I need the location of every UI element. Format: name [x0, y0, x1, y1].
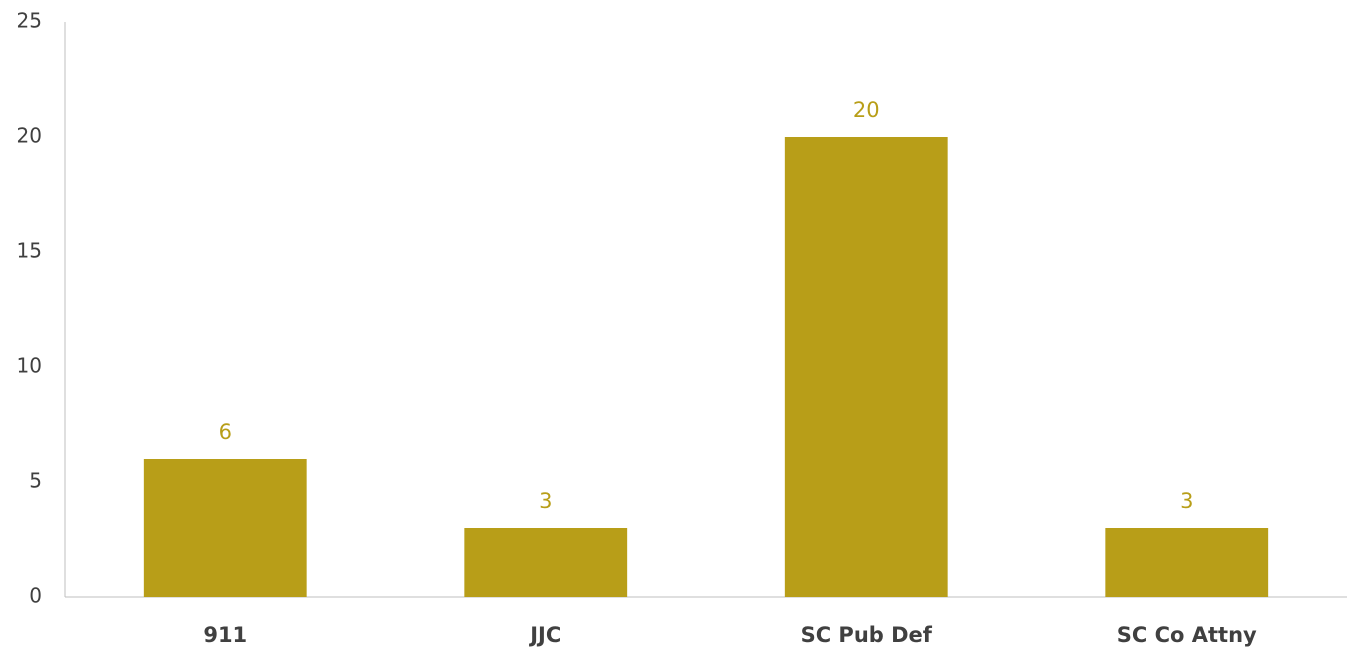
data-label: 6: [219, 420, 232, 444]
y-tick-label: 10: [17, 354, 42, 378]
bar: [784, 137, 948, 597]
x-tick-label: 911: [203, 623, 247, 647]
x-tick-label: SC Co Attny: [1117, 623, 1257, 647]
x-tick-label: SC Pub Def: [801, 623, 933, 647]
data-label: 3: [539, 489, 552, 513]
y-tick-label: 0: [29, 584, 42, 608]
bar: [143, 459, 307, 597]
y-tick-label: 20: [17, 124, 42, 148]
data-label: 3: [1180, 489, 1193, 513]
x-tick-label: JJC: [528, 623, 561, 647]
data-label: 20: [853, 98, 880, 122]
bar: [464, 528, 628, 597]
bar: [1105, 528, 1269, 597]
y-tick-label: 15: [17, 239, 42, 263]
y-tick-label: 5: [29, 469, 42, 493]
y-tick-label: 25: [17, 9, 42, 33]
